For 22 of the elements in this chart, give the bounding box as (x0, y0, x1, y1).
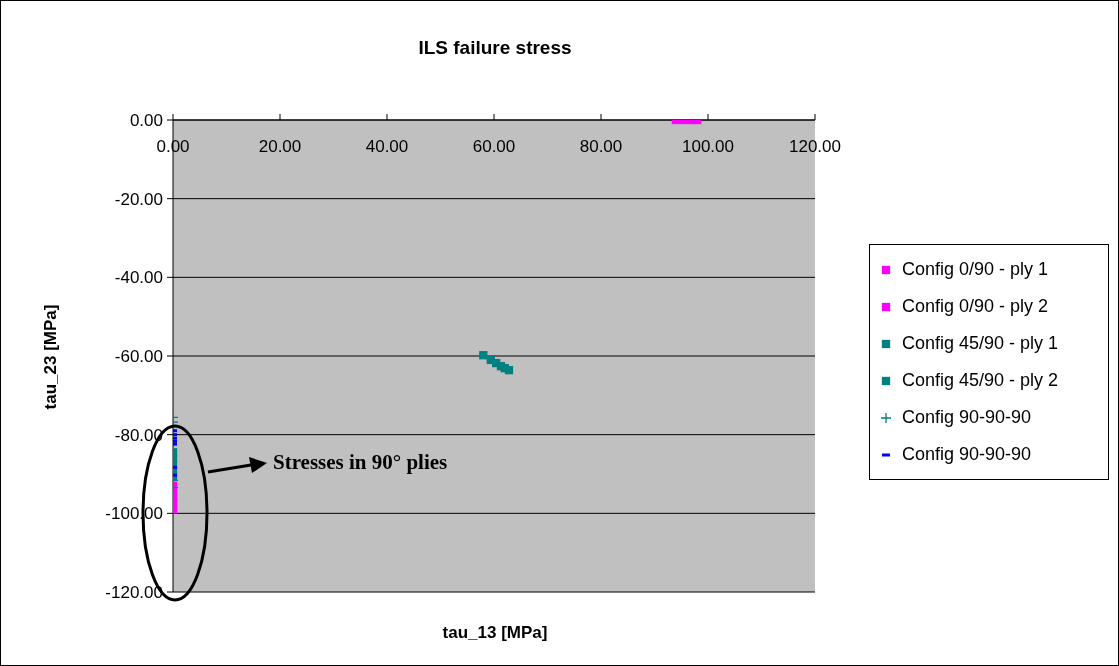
x-axis-title: tau_13 [MPa] (441, 623, 549, 643)
legend-label: Config 90-90-90 (902, 407, 1032, 428)
y-tick-label: -40.00 (114, 268, 163, 288)
x-tick-label: 40.00 (365, 137, 409, 156)
y-axis-title: tau_23 [MPa] (41, 304, 61, 410)
annotation: Stresses in 90° plies (273, 450, 448, 475)
x-tick-label: 60.00 (472, 137, 516, 156)
x-tick-label: 80.00 (579, 137, 623, 156)
legend-label: Config 45/90 - ply 2 (902, 370, 1059, 391)
legend-label: Config 90-90-90 (902, 444, 1032, 465)
y-tick-label: -20.00 (114, 189, 163, 209)
x-tick-label: 100.00 (682, 137, 734, 156)
x-tick-label: 0.00 (156, 137, 190, 156)
x-tick-label: 20.00 (258, 137, 302, 156)
x-tick-label: 120.00 (789, 137, 841, 156)
y-tick-label: 0.00 (129, 111, 163, 130)
y-tick-label: -60.00 (114, 347, 163, 366)
y-tick-label: -120.00 (105, 583, 163, 602)
chart-title: ILS failure stress (417, 37, 573, 59)
legend-label: Config 0/90 - ply 2 (902, 296, 1049, 317)
legend-label: Config 0/90 - ply 1 (902, 259, 1049, 280)
legend-label: Config 45/90 - ply 1 (902, 333, 1059, 354)
